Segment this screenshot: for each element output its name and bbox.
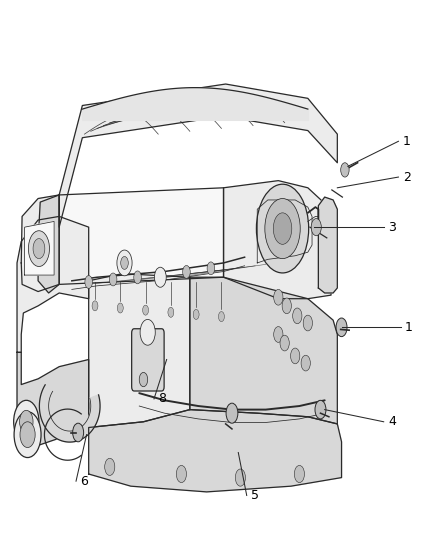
Circle shape — [218, 312, 224, 321]
Circle shape — [20, 410, 33, 433]
Circle shape — [235, 469, 245, 486]
Polygon shape — [189, 277, 336, 424]
Circle shape — [193, 310, 199, 319]
Text: 3: 3 — [387, 221, 395, 233]
Circle shape — [33, 239, 45, 259]
Polygon shape — [318, 197, 336, 293]
Polygon shape — [25, 221, 54, 275]
Circle shape — [176, 465, 186, 482]
Circle shape — [303, 315, 312, 331]
Circle shape — [154, 267, 166, 287]
Circle shape — [340, 163, 348, 177]
Circle shape — [293, 465, 304, 482]
Circle shape — [290, 348, 299, 364]
Circle shape — [182, 265, 190, 278]
Polygon shape — [39, 385, 100, 442]
Circle shape — [134, 271, 141, 284]
Circle shape — [273, 327, 283, 342]
Polygon shape — [59, 188, 223, 285]
Circle shape — [117, 250, 132, 276]
Circle shape — [120, 256, 128, 269]
Circle shape — [279, 335, 289, 351]
Polygon shape — [17, 352, 88, 446]
Circle shape — [336, 318, 346, 337]
Circle shape — [14, 412, 41, 457]
Circle shape — [264, 198, 300, 259]
Circle shape — [314, 400, 325, 419]
Text: 1: 1 — [404, 321, 412, 334]
Circle shape — [92, 301, 98, 311]
Circle shape — [142, 305, 148, 315]
Text: 6: 6 — [80, 475, 88, 488]
Circle shape — [20, 422, 35, 448]
Circle shape — [14, 400, 39, 443]
Circle shape — [311, 219, 321, 236]
Circle shape — [109, 273, 117, 286]
Circle shape — [272, 213, 291, 244]
Polygon shape — [257, 200, 311, 263]
Polygon shape — [21, 195, 59, 292]
Circle shape — [292, 308, 301, 324]
Circle shape — [117, 303, 123, 313]
Polygon shape — [88, 273, 189, 427]
Circle shape — [85, 276, 92, 288]
Circle shape — [139, 373, 147, 387]
Circle shape — [256, 184, 308, 273]
Circle shape — [104, 458, 115, 475]
Circle shape — [28, 231, 49, 266]
Polygon shape — [223, 181, 330, 298]
Text: 1: 1 — [402, 135, 410, 148]
FancyBboxPatch shape — [131, 329, 164, 391]
Polygon shape — [88, 409, 341, 492]
Polygon shape — [59, 84, 336, 227]
Text: 4: 4 — [387, 415, 395, 429]
Polygon shape — [38, 195, 59, 293]
Circle shape — [140, 319, 155, 345]
Circle shape — [207, 262, 214, 275]
Polygon shape — [17, 216, 88, 352]
Text: 2: 2 — [402, 171, 410, 183]
Circle shape — [273, 289, 283, 305]
Circle shape — [158, 269, 166, 282]
Circle shape — [73, 423, 83, 442]
Circle shape — [300, 355, 310, 371]
Circle shape — [226, 403, 237, 423]
Circle shape — [282, 298, 291, 314]
Text: 5: 5 — [251, 489, 258, 502]
Circle shape — [167, 308, 173, 317]
Text: 8: 8 — [158, 392, 166, 406]
